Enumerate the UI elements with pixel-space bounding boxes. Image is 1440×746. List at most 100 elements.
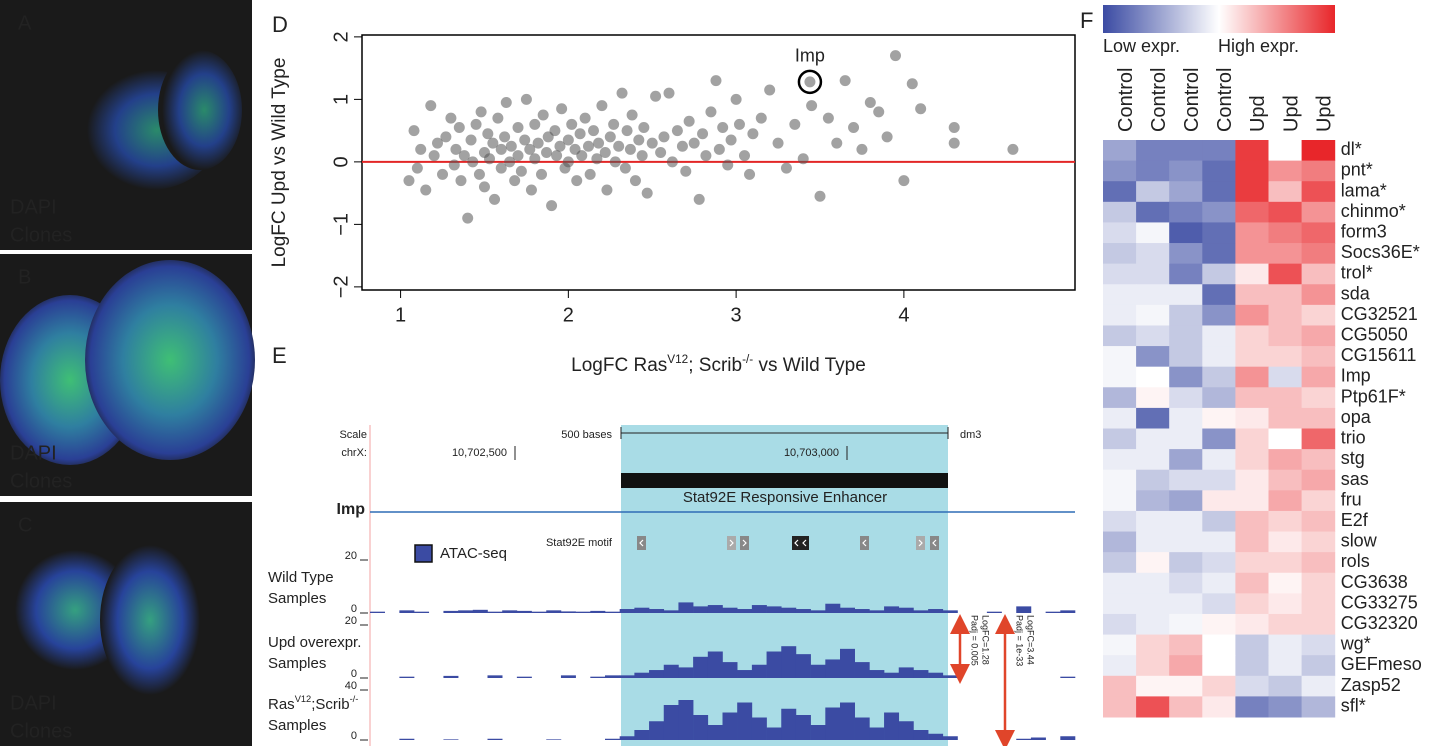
cell — [1235, 490, 1269, 512]
cell — [1103, 325, 1137, 347]
cell — [1235, 696, 1269, 718]
row-label: opa — [1341, 407, 1372, 427]
point — [629, 175, 641, 187]
row-label: E2f — [1341, 510, 1369, 530]
coverage-bar — [487, 738, 503, 740]
point — [613, 140, 625, 152]
cell — [1268, 140, 1303, 162]
row-label: CG5050 — [1341, 325, 1408, 345]
cell — [1169, 490, 1203, 512]
point — [713, 143, 725, 155]
cell — [1301, 222, 1336, 244]
cell — [1268, 675, 1303, 697]
cell — [1136, 181, 1170, 203]
cell — [1301, 263, 1336, 285]
coverage-bar — [560, 675, 576, 678]
cell — [1103, 655, 1137, 677]
row-label: wg* — [1340, 634, 1371, 654]
point — [848, 122, 860, 133]
assembly: dm3 — [960, 429, 981, 441]
enhancer-label: Stat92E Responsive Enhancer — [683, 489, 887, 506]
coverage-bar — [414, 611, 430, 613]
point — [499, 131, 511, 143]
cell — [1169, 696, 1203, 718]
coverage-bar — [942, 610, 958, 613]
row-label: Zasp52 — [1341, 675, 1401, 695]
cell — [1202, 387, 1236, 409]
point — [688, 137, 700, 149]
point — [814, 190, 826, 202]
cell — [1136, 407, 1170, 429]
y-tick-label: 20 — [345, 550, 357, 562]
motif-arrow — [802, 539, 807, 547]
cell — [1235, 160, 1269, 182]
cell — [1103, 201, 1137, 223]
cell — [1235, 593, 1269, 615]
point — [646, 137, 658, 149]
cell — [1202, 572, 1236, 594]
point — [650, 90, 662, 102]
cell — [1301, 428, 1336, 450]
cell — [1235, 325, 1269, 347]
coverage-bar — [810, 725, 826, 740]
point — [693, 193, 705, 205]
point — [591, 153, 603, 165]
point — [571, 175, 583, 187]
point — [473, 168, 485, 180]
cell — [1103, 407, 1137, 429]
coverage-bar — [546, 739, 562, 740]
cell — [1103, 675, 1137, 697]
coverage-bar — [795, 609, 811, 613]
point — [487, 137, 499, 149]
point — [663, 87, 675, 99]
chrom-label: chrX: — [341, 447, 367, 459]
point — [608, 118, 620, 130]
track-label: Samples — [268, 590, 326, 607]
coverage-bar — [678, 667, 694, 678]
cell — [1202, 366, 1236, 388]
coverage-bar — [707, 605, 723, 613]
cell — [1103, 634, 1137, 656]
text-part: Wild Type — [268, 569, 334, 586]
x-axis-label: LogFC RasV12; Scrib-/- vs Wild Type — [571, 353, 866, 376]
cell — [1202, 675, 1236, 697]
cell — [1235, 140, 1269, 162]
point — [1007, 143, 1019, 155]
row-label: GEFmeso — [1341, 654, 1422, 674]
cell — [1136, 696, 1170, 718]
cell — [1268, 655, 1303, 677]
point — [546, 200, 558, 212]
coverage-bar — [707, 725, 723, 740]
point — [495, 162, 507, 174]
coverage-bar — [898, 667, 914, 678]
motif-arrow — [742, 539, 747, 547]
point — [680, 165, 692, 177]
cell — [1103, 160, 1137, 182]
cell — [1268, 613, 1303, 636]
cell — [1268, 181, 1303, 203]
cell — [1202, 160, 1236, 182]
cell — [1268, 696, 1303, 718]
cell — [1202, 469, 1236, 491]
point — [415, 143, 427, 155]
microscopy-panels — [0, 0, 255, 746]
cell — [1301, 613, 1336, 636]
point — [537, 109, 549, 121]
superscript: -/- — [350, 694, 359, 704]
cell — [1169, 593, 1203, 615]
cell — [1169, 675, 1203, 697]
cell — [1301, 407, 1336, 429]
coverage-bar — [678, 700, 694, 740]
point — [495, 143, 507, 155]
coverage-bar — [399, 610, 415, 613]
column-label: Upd — [1313, 95, 1335, 132]
coverage-bar — [487, 675, 503, 678]
point — [448, 159, 460, 171]
y-tick-label: 1 — [330, 94, 352, 105]
row-label: fru — [1341, 489, 1362, 509]
cell — [1268, 552, 1303, 574]
y-tick-label: 0 — [351, 603, 357, 615]
coverage-bar — [766, 606, 782, 613]
coverage-bar — [854, 609, 870, 613]
